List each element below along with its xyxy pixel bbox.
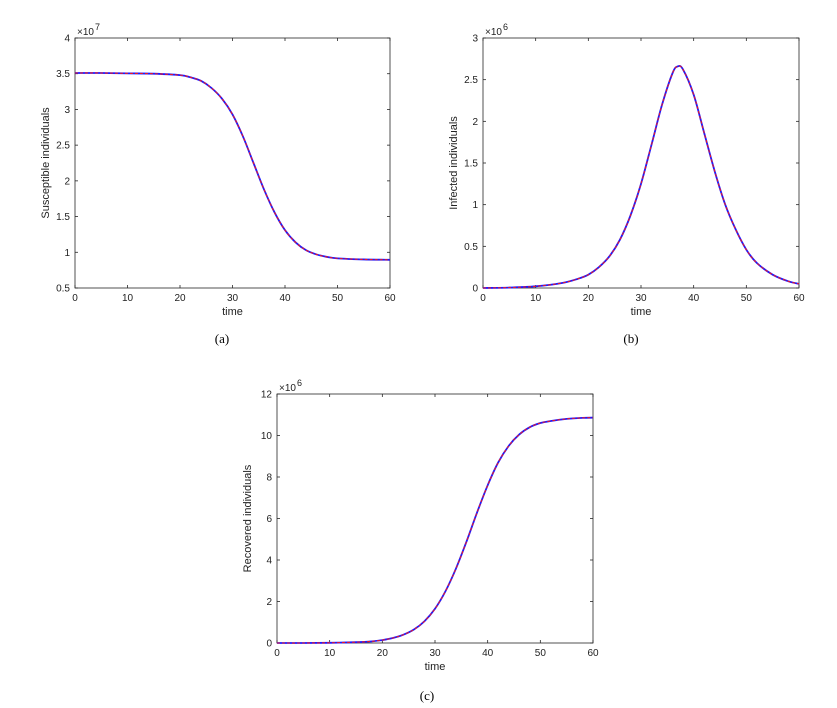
- series-line-1: [276, 416, 594, 644]
- series-line-2: [276, 417, 594, 644]
- x-tick-label: 10: [324, 648, 336, 659]
- x-tick-label: 0: [480, 293, 486, 304]
- panel-c: 0 10 20 30 40 50 60 0 2 4 6 8 10 12 time Recovered in…: [242, 378, 599, 703]
- x-tick-label: 10: [530, 293, 542, 304]
- x-axis-label-c: time: [425, 661, 446, 673]
- series-line-2: [74, 72, 391, 261]
- y-tick-label: 0.5: [464, 242, 478, 253]
- x-tick-label: 30: [635, 293, 647, 304]
- ticks-a: 0 10 20 30 40 50 60 0.5 1 1.5 2 2.5 3 3.5 4: [56, 34, 396, 305]
- y-axis-exponent-b: 6: [503, 22, 508, 32]
- y-axis-exponent-a: 7: [95, 22, 100, 32]
- x-tick-label: 20: [583, 293, 595, 304]
- x-tick-label: 60: [793, 293, 805, 304]
- series-line-1: [74, 72, 391, 261]
- y-axis-multiplier-a: ×10: [77, 27, 94, 38]
- x-tick-label: 60: [587, 648, 599, 659]
- y-axis-label-a: Susceptible individuals: [40, 107, 52, 219]
- y-axis-label-c: Recovered individuals: [242, 464, 254, 572]
- x-tick-label: 50: [535, 648, 547, 659]
- panel-b: 0 10 20 30 40 50 60 0 0.5 1 1.5 2 2.5 3 time Infected…: [448, 22, 805, 346]
- y-tick-label: 2: [472, 117, 478, 128]
- caption-a: (a): [215, 331, 229, 346]
- y-tick-label: 0.5: [56, 284, 70, 295]
- y-tick-label: 4: [64, 34, 70, 45]
- x-axis-label-a: time: [222, 306, 243, 318]
- x-tick-label: 30: [429, 648, 441, 659]
- plot-frame-c: [276, 393, 594, 644]
- ticks-c: 0 10 20 30 40 50 60 0 2 4 6 8 10 12: [261, 390, 599, 660]
- y-tick-label: 8: [266, 473, 272, 484]
- y-tick-label: 0: [472, 284, 478, 295]
- y-axis-exponent-c: 6: [297, 378, 302, 388]
- series-line-1: [482, 65, 800, 289]
- y-tick-label: 12: [261, 390, 273, 401]
- x-tick-label: 0: [72, 293, 78, 304]
- y-tick-label: 4: [266, 556, 272, 567]
- caption-b: (b): [623, 331, 638, 346]
- y-tick-label: 2: [266, 597, 272, 608]
- series-lines-c: [276, 416, 594, 644]
- x-tick-label: 60: [384, 293, 396, 304]
- panel-a: 0 10 20 30 40 50 60 0.5 1 1.5 2 2.5 3 3.5 4 time Susce…: [40, 22, 396, 346]
- y-tick-label: 3.5: [56, 69, 70, 80]
- x-tick-label: 10: [122, 293, 134, 304]
- y-tick-label: 1: [64, 248, 70, 259]
- y-axis-label-b: Infected individuals: [448, 116, 460, 210]
- x-tick-label: 40: [482, 648, 494, 659]
- y-tick-label: 2.5: [464, 75, 478, 86]
- y-tick-label: 1.5: [56, 212, 70, 223]
- y-tick-label: 2.5: [56, 141, 70, 152]
- plot-frame-a: [74, 37, 391, 289]
- y-axis-multiplier-c: ×10: [279, 383, 296, 394]
- caption-c: (c): [420, 688, 434, 703]
- y-tick-label: 0: [266, 639, 272, 650]
- x-tick-label: 30: [227, 293, 239, 304]
- x-tick-label: 50: [332, 293, 344, 304]
- x-tick-label: 50: [741, 293, 753, 304]
- y-tick-label: 6: [266, 514, 272, 525]
- y-tick-label: 1.5: [464, 159, 478, 170]
- ticks-b: 0 10 20 30 40 50 60 0 0.5 1 1.5 2 2.5 3: [464, 34, 805, 305]
- y-tick-label: 3: [472, 34, 478, 45]
- plot-frame-b: [482, 37, 800, 289]
- x-tick-label: 0: [274, 648, 280, 659]
- series-lines-b: [482, 65, 800, 289]
- x-tick-label: 40: [279, 293, 291, 304]
- x-axis-label-b: time: [631, 306, 652, 318]
- y-tick-label: 10: [261, 431, 273, 442]
- series-line-2: [482, 65, 800, 289]
- y-axis-multiplier-b: ×10: [485, 27, 502, 38]
- y-tick-label: 3: [64, 105, 70, 116]
- x-tick-label: 20: [174, 293, 186, 304]
- y-tick-label: 2: [64, 176, 70, 187]
- series-lines-a: [74, 72, 391, 261]
- x-tick-label: 40: [688, 293, 700, 304]
- x-tick-label: 20: [377, 648, 389, 659]
- y-tick-label: 1: [472, 200, 478, 211]
